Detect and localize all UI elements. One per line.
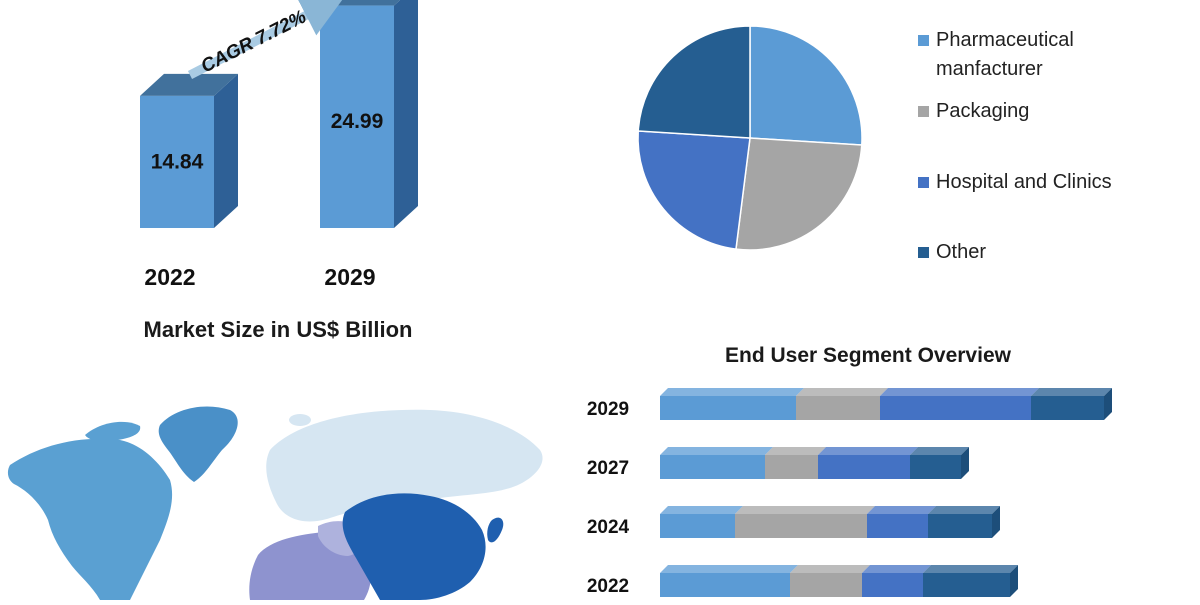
segment-row-2022: 2022 — [587, 565, 1018, 597]
map-iceland — [289, 414, 311, 426]
legend-swatch-0 — [918, 35, 929, 46]
segment-2024-2 — [867, 514, 928, 538]
segment-year-label-2022: 2022 — [587, 576, 629, 597]
segment-2027-2 — [818, 455, 910, 479]
end-user-pie-chart: Pharmaceutical manfacturer Packaging Hospit… — [600, 0, 1200, 300]
legend-swatch-1 — [918, 106, 929, 117]
segment-2027-3 — [910, 455, 961, 479]
column-category-label-2029: 2029 — [324, 264, 375, 290]
regional-world-map — [0, 390, 560, 600]
map-north-america — [7, 438, 173, 600]
column-2029: 24.99 — [320, 0, 418, 228]
column-face-2029 — [320, 5, 394, 228]
pie-slice-0 — [749, 25, 863, 146]
column-category-label-2022: 2022 — [144, 264, 195, 290]
segment-year-label-2027: 2027 — [587, 458, 629, 479]
column-value-label-2029: 24.99 — [331, 110, 384, 133]
legend-label-0-0: Pharmaceutical — [936, 29, 1074, 51]
segment-2024-0 — [660, 514, 735, 538]
segment-year-label-2029: 2029 — [587, 399, 629, 420]
segment-row-2024: 2024 — [587, 506, 1000, 538]
segment-2022-2 — [862, 573, 923, 597]
pie-legend: Pharmaceutical manfacturer Packaging Hospit… — [918, 29, 1112, 263]
segment-year-label-2024: 2024 — [587, 517, 630, 538]
segment-2022-3 — [923, 573, 1010, 597]
legend-label-0-1: manfacturer — [936, 58, 1043, 80]
segment-2024-3 — [928, 514, 992, 538]
map-arctic-islands — [85, 421, 141, 442]
map-japan — [487, 517, 504, 543]
column-value-label-2022: 14.84 — [151, 151, 204, 174]
pie-slice-1 — [735, 137, 863, 251]
segment-2029-2 — [880, 396, 1031, 420]
market-size-axis-label: Market Size in US$ Billion — [144, 317, 413, 342]
segment-row-2029: 2029 — [587, 388, 1112, 420]
segment-2029-3 — [1031, 396, 1104, 420]
map-europe-russia — [266, 409, 543, 522]
column-2022: 14.84 — [140, 73, 238, 228]
cagr-arrow — [187, 0, 347, 80]
legend-item-3: Other — [918, 241, 986, 263]
column-face-2022 — [140, 95, 214, 228]
segment-2027-1 — [765, 455, 818, 479]
segment-2029-0 — [660, 396, 796, 420]
cagr-annotation: CAGR 7.72% — [198, 6, 310, 77]
legend-label-3-0: Other — [936, 241, 986, 263]
legend-swatch-3 — [918, 247, 929, 258]
segment-2027-0 — [660, 455, 765, 479]
pie-slice-2 — [637, 130, 751, 250]
segment-2024-1 — [735, 514, 867, 538]
segment-row-2027: 2027 — [587, 447, 969, 479]
legend-item-0: Pharmaceutical manfacturer — [918, 29, 1074, 80]
map-greenland — [158, 406, 238, 482]
legend-swatch-2 — [918, 177, 929, 188]
end-user-segment-chart: End User Segment Overview 2029 2027 2024 20… — [560, 330, 1200, 600]
map-asia-pacific — [342, 493, 486, 600]
legend-label-2-0: Hospital and Clinics — [936, 171, 1112, 193]
market-size-chart: 14.84 2022 24.99 2029 CAGR 7.72% Market Siz… — [0, 0, 560, 360]
legend-label-1-0: Packaging — [936, 100, 1029, 122]
segment-2022-1 — [790, 573, 862, 597]
segment-2022-0 — [660, 573, 790, 597]
segment-chart-title: End User Segment Overview — [725, 344, 1012, 367]
segment-2029-1 — [796, 396, 880, 420]
legend-item-1: Packaging — [918, 100, 1029, 122]
legend-item-2: Hospital and Clinics — [918, 171, 1112, 193]
pie-slice-3 — [637, 25, 751, 139]
